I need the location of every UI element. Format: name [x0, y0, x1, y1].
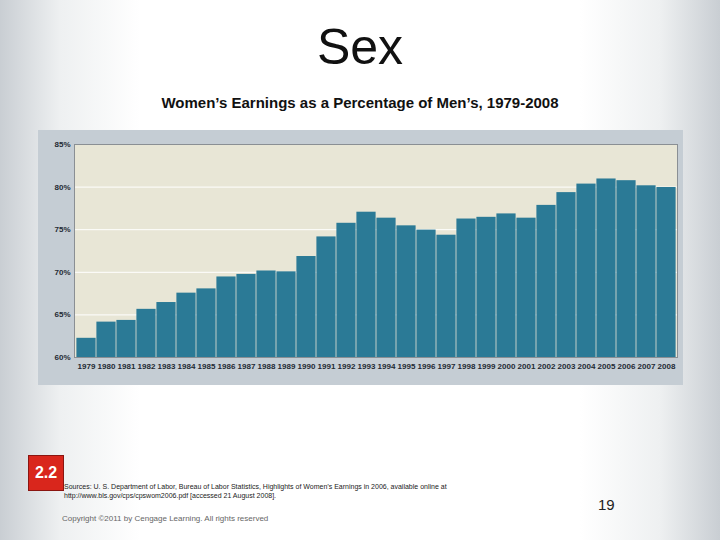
svg-text:1994: 1994	[378, 362, 396, 371]
svg-text:1993: 1993	[358, 362, 376, 371]
svg-text:1988: 1988	[258, 362, 276, 371]
svg-text:1990: 1990	[298, 362, 316, 371]
html-text:Sex: Sex	[316, 19, 404, 75]
svg-text:65%: 65%	[54, 310, 70, 319]
html-text:2.2: 2.2	[34, 464, 58, 481]
svg-text:1985: 1985	[198, 362, 216, 371]
svg-text:1999: 1999	[478, 362, 496, 371]
svg-text:2000: 2000	[498, 362, 516, 371]
svg-text:1998: 1998	[458, 362, 476, 371]
svg-text:1981: 1981	[118, 362, 136, 371]
svg-text:1979: 1979	[78, 362, 96, 371]
svg-text:1995: 1995	[398, 362, 416, 371]
svg-text:2006: 2006	[618, 362, 636, 371]
svg-text:2007: 2007	[638, 362, 656, 371]
svg-text:1984: 1984	[178, 362, 196, 371]
svg-text:85%: 85%	[54, 140, 70, 149]
svg-text:60%: 60%	[54, 353, 70, 362]
svg-text:2004: 2004	[578, 362, 596, 371]
svg-text:1980: 1980	[98, 362, 116, 371]
svg-text:1983: 1983	[158, 362, 176, 371]
html-text:19: 19	[598, 496, 615, 513]
svg-text:1991: 1991	[318, 362, 336, 371]
svg-text:2005: 2005	[598, 362, 616, 371]
svg-text:70%: 70%	[54, 268, 70, 277]
html-text:Sources: U. S. Department of L: Sources: U. S. Department of Labor, Bure…	[64, 483, 447, 499]
svg-text:1982: 1982	[138, 362, 156, 371]
svg-text:1992: 1992	[338, 362, 356, 371]
svg-text:2008: 2008	[658, 362, 676, 371]
svg-text:75%: 75%	[54, 225, 70, 234]
svg-text:1986: 1986	[218, 362, 236, 371]
svg-text:1996: 1996	[418, 362, 436, 371]
html-text:Copyright ©2011 by Cengage Lea: Copyright ©2011 by Cengage Learning. All…	[62, 514, 269, 523]
svg-text:1989: 1989	[278, 362, 296, 371]
svg-text:80%: 80%	[54, 183, 70, 192]
svg-text:2003: 2003	[558, 362, 576, 371]
svg-text:2002: 2002	[538, 362, 556, 371]
svg-text:2001: 2001	[518, 362, 536, 371]
html-text:Women’s Earnings as a Percenta: Women’s Earnings as a Percentage of Men’…	[161, 94, 559, 111]
svg-text:1987: 1987	[238, 362, 256, 371]
svg-text:1997: 1997	[438, 362, 456, 371]
